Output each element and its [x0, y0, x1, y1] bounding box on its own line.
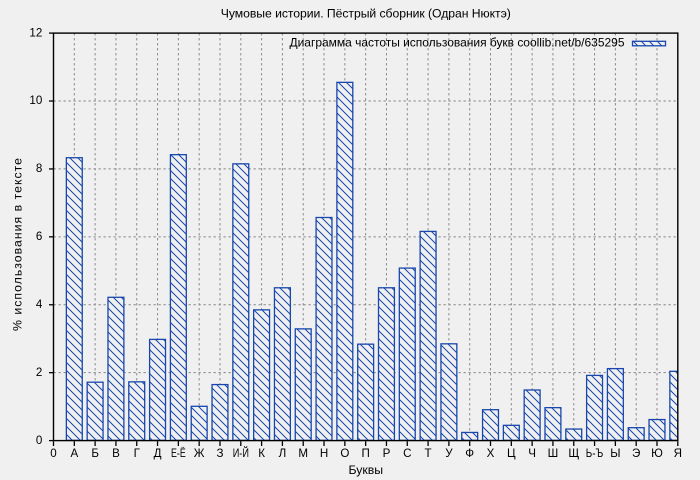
svg-text:П: П	[361, 447, 369, 460]
svg-text:% использования в тексте: % использования в тексте	[11, 158, 25, 331]
svg-text:Е-Ё: Е-Ё	[171, 447, 186, 461]
svg-text:4: 4	[36, 298, 43, 311]
svg-text:Ф: Ф	[465, 447, 474, 460]
svg-text:Ю: Ю	[651, 447, 663, 460]
svg-text:Ш: Ш	[548, 447, 559, 460]
svg-text:0: 0	[50, 447, 56, 460]
svg-text:Т: Т	[425, 447, 432, 460]
svg-text:Ж: Ж	[194, 447, 205, 460]
svg-text:З: З	[216, 447, 223, 460]
svg-text:У: У	[445, 447, 453, 460]
svg-text:10: 10	[29, 94, 42, 107]
svg-text:Л: Л	[279, 447, 287, 460]
svg-text:К: К	[258, 447, 265, 460]
svg-text:12: 12	[29, 26, 42, 39]
svg-text:6: 6	[36, 230, 42, 243]
svg-text:С: С	[403, 447, 411, 460]
svg-text:Чумовые истории. Пёстрый сборн: Чумовые истории. Пёстрый сборник (Одран …	[221, 6, 511, 20]
svg-text:Э: Э	[632, 447, 640, 460]
svg-text:Г: Г	[134, 447, 141, 460]
svg-text:О: О	[340, 447, 349, 460]
svg-text:Я: Я	[674, 447, 682, 460]
svg-text:Х: Х	[487, 447, 495, 460]
svg-text:И-Й: И-Й	[233, 446, 249, 460]
svg-text:8: 8	[36, 162, 42, 175]
svg-text:0: 0	[36, 434, 42, 447]
svg-text:Ы: Ы	[610, 447, 620, 460]
svg-text:Д: Д	[154, 447, 162, 460]
svg-text:Н: Н	[320, 447, 328, 460]
svg-text:А: А	[70, 447, 78, 460]
svg-text:В: В	[112, 447, 120, 460]
svg-text:Р: Р	[383, 447, 391, 460]
svg-text:Ч: Ч	[528, 447, 536, 460]
svg-text:Ь-Ъ: Ь-Ъ	[586, 448, 604, 461]
svg-text:М: М	[298, 447, 308, 460]
svg-text:Ц: Ц	[507, 447, 516, 460]
svg-text:Щ: Щ	[568, 447, 579, 460]
svg-text:Б: Б	[91, 447, 99, 460]
svg-text:2: 2	[36, 366, 42, 379]
svg-text:Буквы: Буквы	[348, 463, 383, 477]
svg-text:Диаграмма частоты использовани: Диаграмма частоты использования букв coo…	[290, 35, 625, 49]
